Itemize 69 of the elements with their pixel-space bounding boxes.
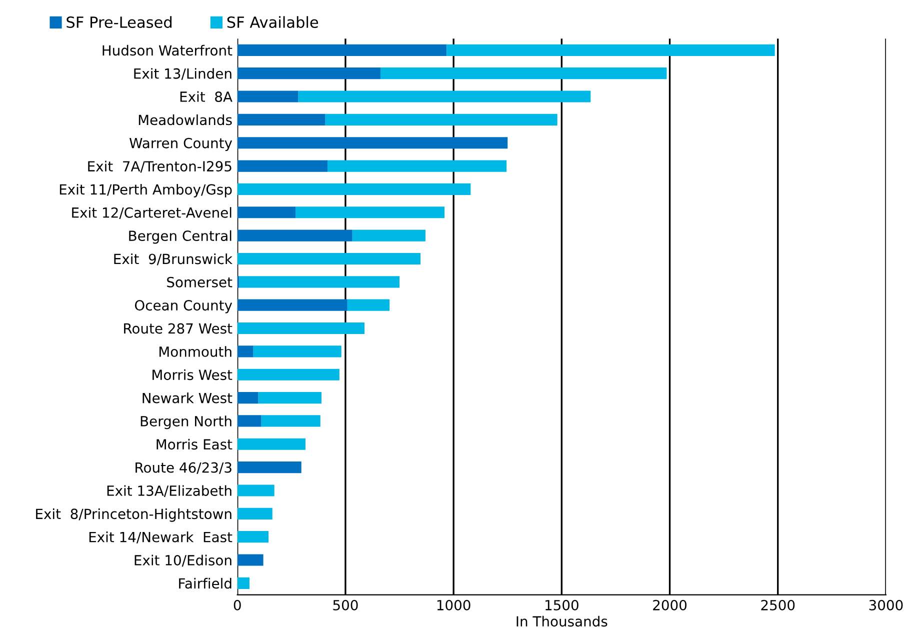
bar — [237, 44, 447, 56]
y-tick-label: Exit 8/Princeton-Hightstown — [36, 508, 232, 522]
y-tick-label: Exit 9/Brunswick — [114, 253, 232, 266]
bar — [237, 577, 250, 589]
bar — [253, 346, 342, 358]
bar — [298, 90, 591, 102]
bar — [347, 299, 390, 311]
x-tick-label: 3000 — [869, 600, 903, 610]
bar — [237, 252, 420, 265]
bar — [237, 346, 254, 358]
y-tick-label: Exit 13/Linden — [134, 68, 232, 80]
y-tick-label: Bergen North — [140, 416, 232, 430]
x-tick-label: 1500 — [546, 600, 578, 610]
bar — [237, 183, 471, 196]
bar — [237, 206, 296, 218]
bar — [239, 276, 400, 288]
y-tick-label: Exit 8A — [180, 91, 232, 102]
x-tick-label: 1000 — [437, 600, 470, 610]
bar — [237, 230, 352, 242]
bar — [237, 160, 328, 172]
y-tick-label: Hudson Waterfront — [102, 44, 232, 56]
y-tick-label: Somerset — [167, 276, 232, 288]
bar — [237, 137, 508, 149]
bar — [237, 415, 262, 427]
bar — [237, 392, 258, 404]
bar — [237, 299, 348, 311]
bar — [237, 90, 298, 102]
y-tick-label: Route 46/23/3 — [136, 462, 232, 474]
bar — [237, 554, 264, 566]
bar — [237, 438, 306, 450]
bar — [261, 415, 320, 427]
bar — [237, 114, 326, 126]
y-tick-label: Exit 11/Perth Amboy/Gsp — [60, 184, 232, 198]
y-tick-label: Exit 10/Edison — [134, 554, 232, 567]
y-tick-label: Morris West — [152, 369, 232, 380]
bar — [446, 44, 775, 56]
y-tick-label: Warren County — [130, 138, 232, 152]
bar — [237, 368, 340, 380]
bar — [352, 230, 426, 242]
bar — [237, 462, 302, 474]
y-tick-label: Exit 7A/Trenton-I295 — [88, 160, 232, 173]
y-tick-label: Fairfield — [179, 578, 232, 589]
x-tick-label: 500 — [333, 600, 358, 610]
legend-label: SF Pre-Leased — [66, 16, 172, 28]
legend-label: SF Available — [227, 16, 318, 28]
x-tick-label: 2000 — [653, 600, 687, 610]
y-tick-label: Meadowlands — [138, 114, 232, 126]
bar — [237, 508, 272, 520]
y-tick-label: Route 287 West — [124, 323, 232, 334]
x-axis-title: In Thousands — [516, 616, 608, 627]
x-tick-label: 2500 — [761, 600, 795, 610]
bar — [237, 531, 268, 543]
bar — [380, 68, 667, 80]
bar — [325, 114, 558, 126]
bar — [237, 322, 364, 334]
y-tick-label: Exit 14/Newark East — [89, 532, 232, 544]
bar — [258, 392, 322, 404]
y-tick-label: Morris East — [156, 438, 232, 450]
y-tick-label: Bergen Central — [129, 230, 232, 244]
y-tick-label: Exit 13A/Elizabeth — [107, 485, 232, 498]
bar — [237, 68, 380, 80]
y-tick-label: Exit 12/Carteret-Avenel — [72, 207, 232, 219]
bar — [237, 484, 274, 496]
y-tick-label: Ocean County — [134, 300, 232, 314]
y-tick-label: Monmouth — [160, 346, 232, 357]
y-tick-label: Newark West — [142, 392, 232, 404]
bar — [328, 160, 507, 172]
x-tick-label: 0 — [234, 600, 241, 610]
bar — [296, 206, 444, 218]
